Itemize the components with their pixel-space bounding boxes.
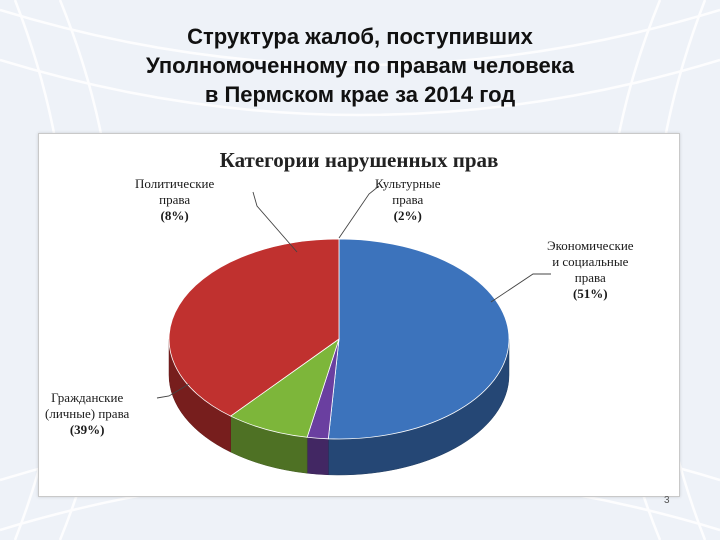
slide-title-line: в Пермском крае за 2014 год [204,82,516,107]
slide-number: 3 [664,495,670,506]
label-cultural-line: права [392,192,424,207]
label-civil-percent: (39%) [69,422,105,437]
label-economic-line: Экономические [547,238,634,253]
slide-title: Структура жалоб, поступивших Уполномочен… [60,22,660,109]
slide-title-line: Уполномоченному по правам человека [146,53,574,78]
slide-title-line: Структура жалоб, поступивших [187,24,533,49]
leader-line-economic [490,273,551,303]
pie-slice-economic [327,238,510,440]
pie-slice-civil [168,238,340,417]
label-civil-line: Гражданские [51,390,124,405]
label-economic-line: права [574,270,606,285]
label-political: Политические права (8%) [135,176,214,224]
chart-title: Категории нарушенных прав [219,148,499,172]
leader-line-civil [156,383,190,399]
label-economic-line: и социальные [552,254,629,269]
label-cultural: Культурные права (2%) [375,176,441,224]
label-civil: Гражданские (личные) права (39%) [45,390,129,438]
label-economic: Экономические и социальные права (51%) [547,238,634,302]
label-cultural-line: Культурные [375,176,441,191]
label-economic-percent: (51%) [572,286,608,301]
label-political-line: Политические [135,176,215,191]
chart-panel: Категории нарушенных прав Политические п… [38,133,680,497]
pie-top-group [168,238,510,440]
label-civil-line: (личные) права [45,406,130,421]
pie-chart [156,185,551,476]
label-political-line: права [159,192,191,207]
leader-line-cultural [338,185,380,239]
label-political-percent: (8%) [160,208,189,223]
pie-side-cultural [306,436,329,476]
leader-line-political [252,191,298,253]
pie-side-group [168,338,510,476]
label-cultural-percent: (2%) [393,208,422,223]
